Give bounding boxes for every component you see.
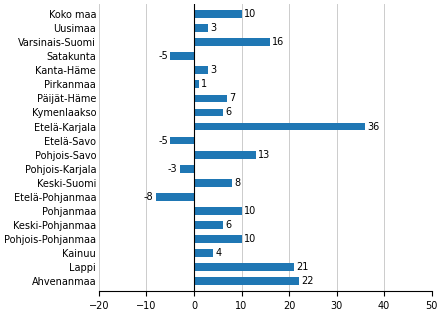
Text: 3: 3 — [211, 23, 217, 33]
Text: 36: 36 — [367, 122, 380, 132]
Bar — [194, 38, 270, 46]
Text: 3: 3 — [211, 65, 217, 75]
Text: 4: 4 — [215, 248, 221, 258]
Text: 13: 13 — [258, 150, 271, 160]
Bar — [194, 263, 294, 271]
Bar — [194, 151, 256, 158]
Bar — [170, 137, 194, 145]
Bar — [170, 52, 194, 60]
Bar — [180, 165, 194, 173]
Bar — [194, 10, 241, 18]
Text: 22: 22 — [301, 276, 313, 286]
Text: -5: -5 — [158, 135, 168, 146]
Bar — [194, 179, 232, 187]
Bar — [194, 221, 222, 229]
Bar — [194, 123, 365, 130]
Bar — [194, 249, 213, 257]
Text: 8: 8 — [234, 178, 240, 188]
Text: -3: -3 — [168, 164, 177, 174]
Text: -5: -5 — [158, 51, 168, 61]
Bar — [194, 207, 241, 215]
Text: 7: 7 — [230, 94, 236, 103]
Bar — [194, 80, 199, 88]
Text: 10: 10 — [244, 9, 256, 19]
Bar — [194, 66, 208, 74]
Text: 6: 6 — [225, 220, 231, 230]
Text: 10: 10 — [244, 234, 256, 244]
Bar — [194, 94, 227, 102]
Bar — [194, 24, 208, 32]
Text: 21: 21 — [296, 262, 309, 272]
Text: 10: 10 — [244, 206, 256, 216]
Text: -8: -8 — [144, 192, 154, 202]
Bar — [156, 193, 194, 201]
Bar — [194, 235, 241, 243]
Text: 16: 16 — [272, 37, 285, 47]
Bar — [194, 109, 222, 116]
Text: 6: 6 — [225, 107, 231, 117]
Bar — [194, 278, 298, 285]
Text: 1: 1 — [201, 79, 207, 89]
